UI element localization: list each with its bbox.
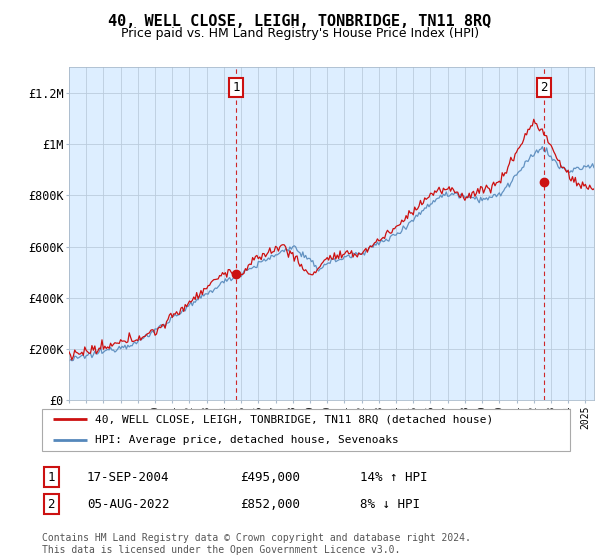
Text: £852,000: £852,000 [240,497,300,511]
Text: 1: 1 [233,81,240,94]
Text: 05-AUG-2022: 05-AUG-2022 [87,497,170,511]
Text: 40, WELL CLOSE, LEIGH, TONBRIDGE, TN11 8RQ (detached house): 40, WELL CLOSE, LEIGH, TONBRIDGE, TN11 8… [95,414,493,424]
Text: HPI: Average price, detached house, Sevenoaks: HPI: Average price, detached house, Seve… [95,435,398,445]
Text: 40, WELL CLOSE, LEIGH, TONBRIDGE, TN11 8RQ: 40, WELL CLOSE, LEIGH, TONBRIDGE, TN11 8… [109,14,491,29]
Text: Contains HM Land Registry data © Crown copyright and database right 2024.
This d: Contains HM Land Registry data © Crown c… [42,533,471,555]
Text: 2: 2 [540,81,547,94]
Text: Price paid vs. HM Land Registry's House Price Index (HPI): Price paid vs. HM Land Registry's House … [121,27,479,40]
Text: 17-SEP-2004: 17-SEP-2004 [87,470,170,484]
Text: 2: 2 [47,497,55,511]
FancyBboxPatch shape [42,409,570,451]
Text: £495,000: £495,000 [240,470,300,484]
Text: 1: 1 [47,470,55,484]
Text: 14% ↑ HPI: 14% ↑ HPI [360,470,427,484]
Text: 8% ↓ HPI: 8% ↓ HPI [360,497,420,511]
